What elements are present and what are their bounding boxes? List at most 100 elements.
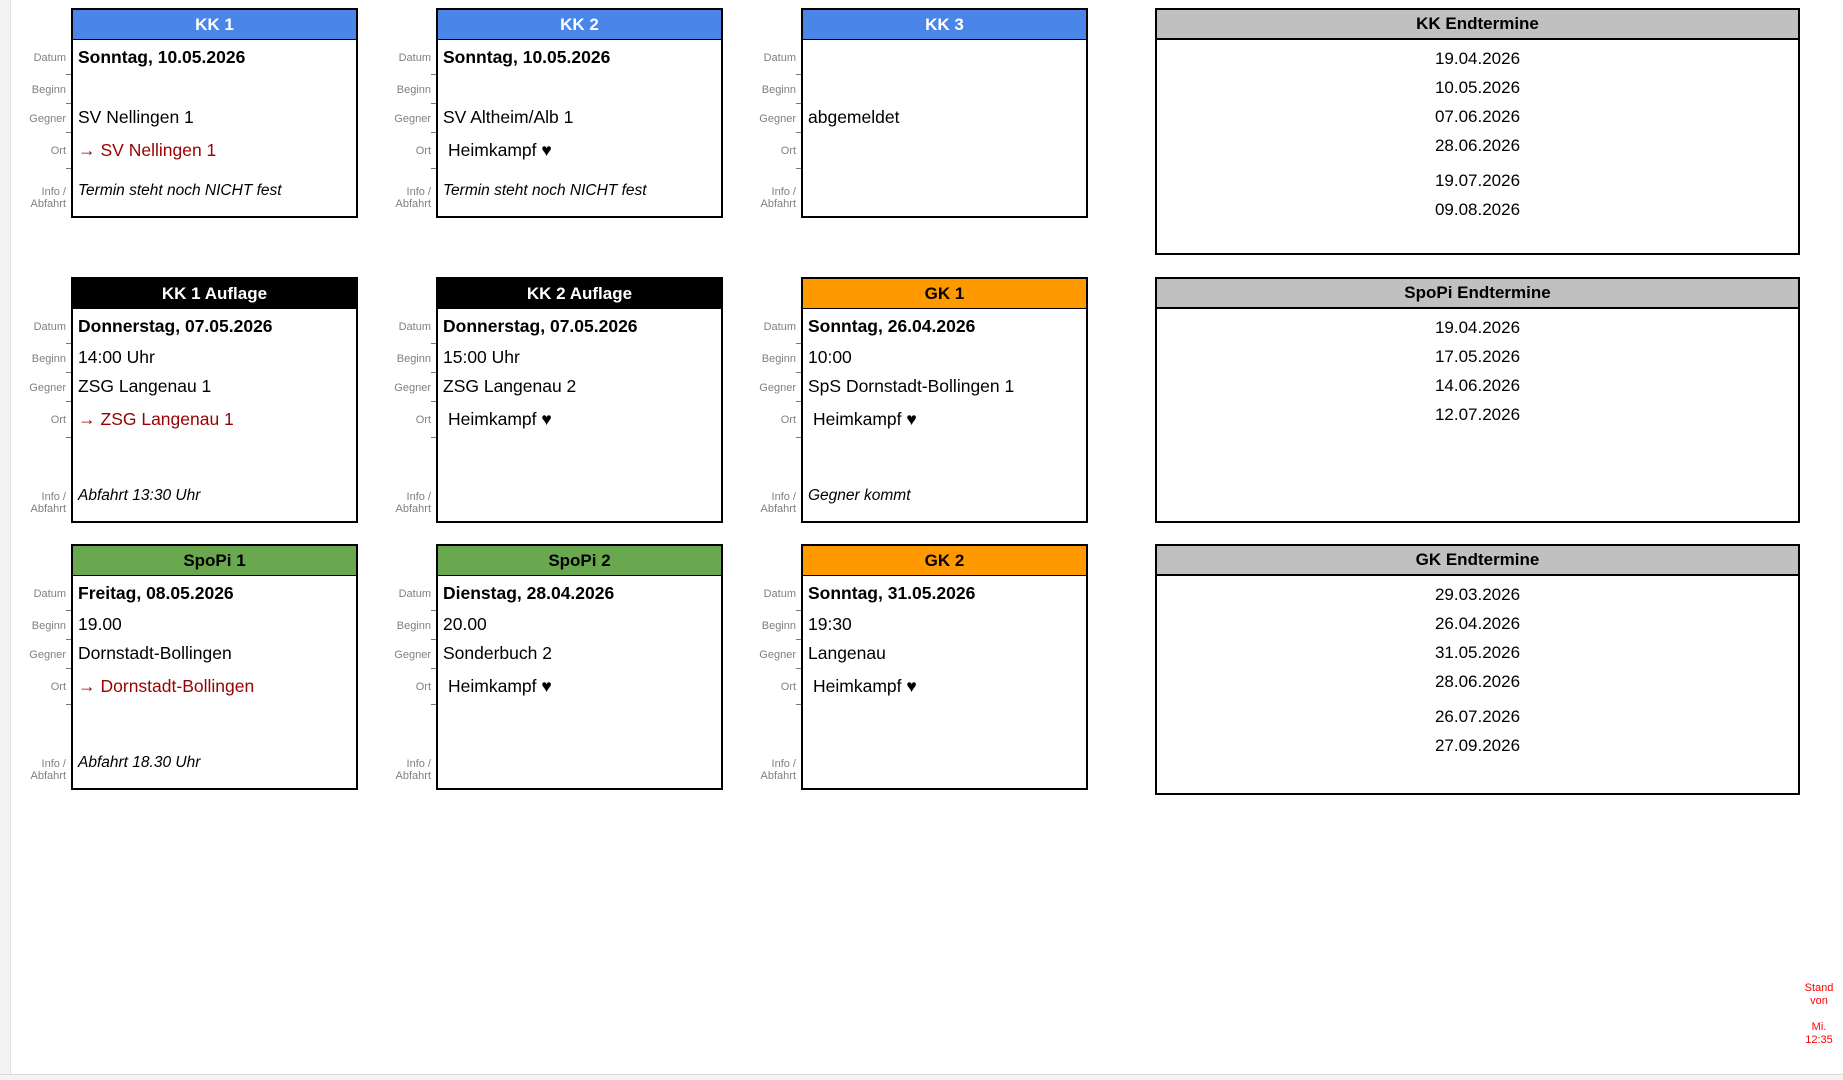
match-card-body: Donnerstag, 07.05.2026 14:00 Uhr ZSG Lan…	[73, 309, 356, 521]
label-beginn: Beginn	[383, 344, 436, 373]
match-beginn: 19.00	[78, 614, 122, 634]
label-datum: Datum	[18, 577, 71, 611]
match-ort-text: SV Nellingen 1	[100, 139, 217, 160]
match-card-title: SpoPi 2	[438, 546, 721, 576]
label-datum: Datum	[383, 41, 436, 75]
match-gegner: SV Altheim/Alb 1	[443, 107, 574, 127]
away-arrow-icon: →	[78, 139, 96, 160]
deadline-date: 10.05.2026	[1434, 77, 1521, 97]
match-datum: Sonntag, 26.04.2026	[808, 315, 976, 336]
match-card-body: Sonntag, 10.05.2026 SV Altheim/Alb 1 Hei…	[438, 40, 721, 216]
label-ort: Ort	[383, 133, 436, 169]
card-spopi-2: Datum Beginn Gegner Ort Info / Abfahrt S…	[383, 544, 723, 790]
deadline-date: 19.07.2026	[1434, 170, 1521, 190]
match-card-title: GK 1	[803, 279, 1086, 309]
label-info-abfahrt: Info / Abfahrt	[30, 758, 66, 782]
label-datum: Datum	[18, 310, 71, 344]
match-card-body: abgemeldet	[803, 40, 1086, 216]
row-labels: Datum Beginn Gegner Ort Info / Abfahrt	[748, 8, 801, 218]
match-card-title: KK 3	[803, 10, 1086, 40]
match-info: Abfahrt 18.30 Uhr	[78, 754, 201, 771]
card-kk-2: Datum Beginn Gegner Ort Info / Abfahrt K…	[383, 8, 723, 218]
match-beginn	[443, 74, 721, 103]
match-card: GK 2 Sonntag, 31.05.2026 19:30 Langenau …	[801, 544, 1088, 790]
update-note-line: von	[1810, 995, 1828, 1007]
match-ort	[808, 132, 1086, 168]
match-card: SpoPi 2 Dienstag, 28.04.2026 20.00 Sonde…	[436, 544, 723, 790]
match-info: Abfahrt 13:30 Uhr	[78, 487, 201, 504]
match-ort: Heimkampf ♥	[808, 668, 1086, 704]
row-labels: Datum Beginn Gegner Ort Info / Abfahrt	[18, 277, 71, 523]
deadline-date: 07.06.2026	[1434, 106, 1521, 126]
match-ort-text: Heimkampf ♥	[448, 408, 552, 429]
label-gegner: Gegner	[383, 104, 436, 133]
label-gegner: Gegner	[383, 640, 436, 669]
match-card: KK 1 Sonntag, 10.05.2026 SV Nellingen 1 …	[71, 8, 358, 218]
match-info	[443, 704, 721, 788]
deadline-list-title: GK Endtermine	[1157, 546, 1798, 576]
label-beginn: Beginn	[748, 611, 801, 640]
match-card-title: KK 1	[73, 10, 356, 40]
row-labels: Datum Beginn Gegner Ort Info / Abfahrt	[383, 8, 436, 218]
deadline-list-title: KK Endtermine	[1157, 10, 1798, 40]
match-card-title: GK 2	[803, 546, 1086, 576]
label-gegner: Gegner	[18, 373, 71, 402]
update-note-line: 12:35	[1805, 1034, 1833, 1046]
label-gegner: Gegner	[383, 373, 436, 402]
label-ort: Ort	[18, 669, 71, 705]
match-gegner: SV Nellingen 1	[78, 107, 194, 127]
match-ort: → Dornstadt-Bollingen	[78, 668, 356, 704]
match-ort: Heimkampf ♥	[808, 401, 1086, 437]
match-card-title: KK 1 Auflage	[73, 279, 356, 309]
match-beginn	[808, 74, 1086, 103]
update-note: Stand von Mi. 12:35	[1796, 982, 1842, 1047]
match-ort: Heimkampf ♥	[443, 401, 721, 437]
deadline-date: 27.09.2026	[1434, 735, 1521, 755]
label-beginn: Beginn	[383, 611, 436, 640]
match-gegner: Langenau	[808, 643, 886, 663]
label-info-abfahrt: Info / Abfahrt	[760, 186, 796, 210]
match-beginn: 20.00	[443, 614, 487, 634]
row-labels: Datum Beginn Gegner Ort Info / Abfahrt	[18, 8, 71, 218]
match-info: Gegner kommt	[808, 487, 911, 504]
match-card: KK 2 Auflage Donnerstag, 07.05.2026 15:0…	[436, 277, 723, 523]
deadline-date: 28.06.2026	[1434, 135, 1521, 155]
label-gegner: Gegner	[748, 640, 801, 669]
label-gegner: Gegner	[748, 104, 801, 133]
match-ort-text: Heimkampf ♥	[813, 675, 917, 696]
match-datum: Sonntag, 10.05.2026	[78, 46, 246, 67]
deadline-date: 31.05.2026	[1434, 642, 1521, 662]
deadline-list-body: 29.03.2026 26.04.2026 31.05.2026 28.06.2026…	[1157, 576, 1798, 760]
deadline-list-body: 19.04.2026 17.05.2026 14.06.2026 12.07.2026	[1157, 309, 1798, 429]
match-gegner: ZSG Langenau 2	[443, 376, 577, 396]
deadline-date: 29.03.2026	[1434, 584, 1521, 604]
card-spopi-1: Datum Beginn Gegner Ort Info / Abfahrt S…	[18, 544, 358, 790]
match-info: Termin steht noch NICHT fest	[78, 182, 282, 199]
match-card-title: KK 2 Auflage	[438, 279, 721, 309]
label-info-abfahrt: Info / Abfahrt	[395, 491, 431, 515]
match-beginn: 14:00 Uhr	[78, 347, 155, 367]
label-gegner: Gegner	[18, 104, 71, 133]
match-datum: Donnerstag, 07.05.2026	[78, 315, 273, 336]
match-datum: Dienstag, 28.04.2026	[443, 582, 615, 603]
match-card: KK 2 Sonntag, 10.05.2026 SV Altheim/Alb …	[436, 8, 723, 218]
match-card-body: Donnerstag, 07.05.2026 15:00 Uhr ZSG Lan…	[438, 309, 721, 521]
deadline-date: 19.04.2026	[1434, 317, 1521, 337]
label-beginn: Beginn	[18, 344, 71, 373]
label-ort: Ort	[383, 402, 436, 438]
label-ort: Ort	[18, 402, 71, 438]
match-card: KK 1 Auflage Donnerstag, 07.05.2026 14:0…	[71, 277, 358, 523]
label-datum: Datum	[383, 577, 436, 611]
deadline-list-body: 19.04.2026 10.05.2026 07.06.2026 28.06.2026…	[1157, 40, 1798, 224]
label-beginn: Beginn	[18, 75, 71, 104]
match-beginn	[78, 74, 356, 103]
match-card-body: Sonntag, 10.05.2026 SV Nellingen 1 → SV …	[73, 40, 356, 216]
deadline-date: 26.07.2026	[1434, 706, 1521, 726]
match-info	[808, 168, 1086, 216]
match-card-body: Dienstag, 28.04.2026 20.00 Sonderbuch 2 …	[438, 576, 721, 788]
deadline-date: 19.04.2026	[1434, 48, 1521, 68]
label-datum: Datum	[748, 41, 801, 75]
match-beginn: 19:30	[808, 614, 852, 634]
label-datum: Datum	[748, 310, 801, 344]
list-gk-endtermine: GK Endtermine 29.03.2026 26.04.2026 31.05.…	[1155, 544, 1800, 795]
